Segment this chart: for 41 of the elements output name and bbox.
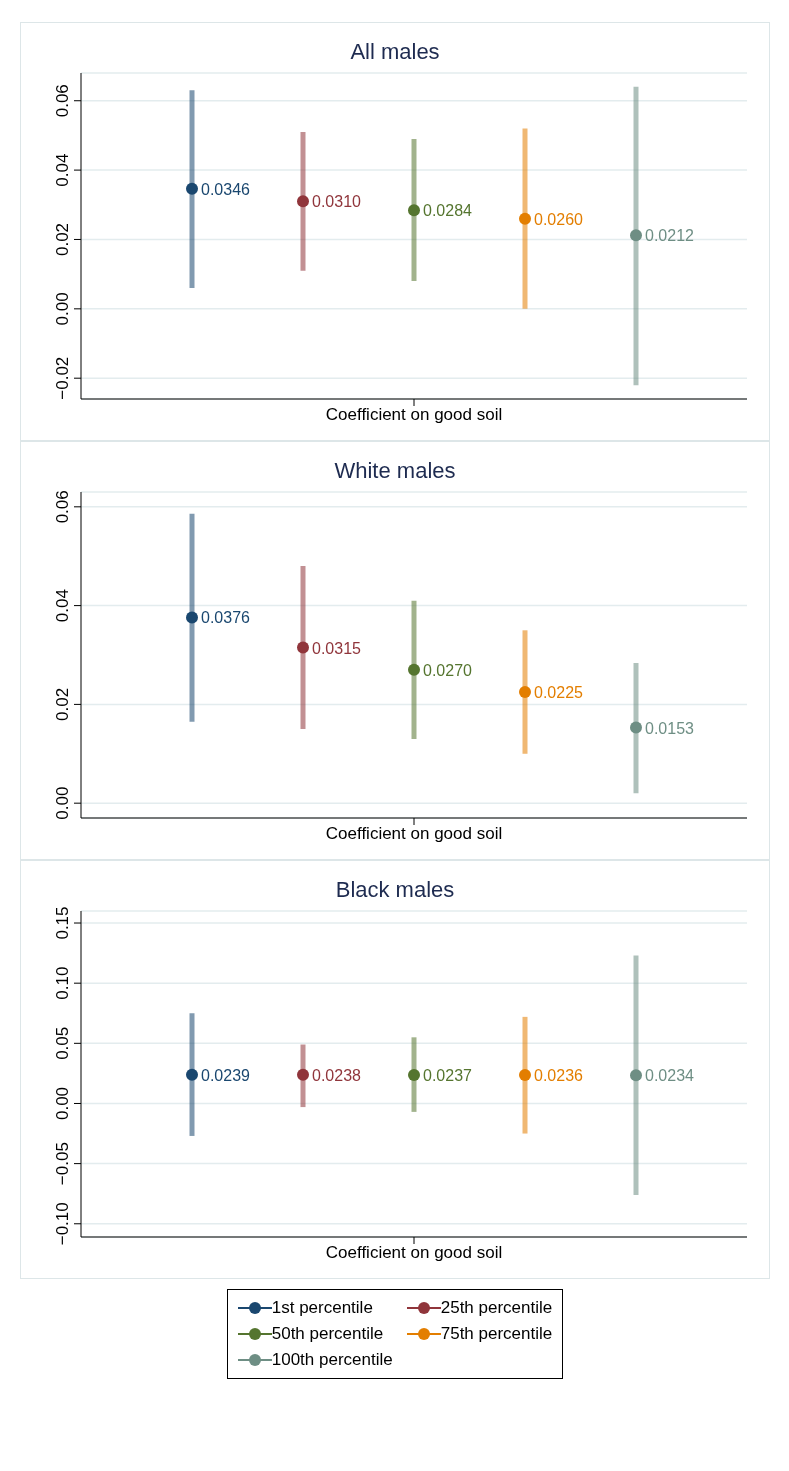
data-label: 0.0225: [534, 684, 584, 702]
data-label: 0.0315: [312, 639, 362, 657]
y-tick-label: 0.15: [53, 906, 72, 940]
data-label: 0.0284: [423, 202, 473, 220]
y-tick-label: −0.02: [53, 356, 72, 400]
data-label: 0.0310: [312, 193, 362, 211]
legend-label: 100th percentile: [271, 1350, 393, 1370]
y-tick-label: 0.06: [53, 84, 72, 118]
legend-label: 75th percentile: [440, 1324, 553, 1344]
y-tick-label: 0.04: [53, 589, 72, 623]
data-label: 0.0346: [201, 180, 251, 198]
data-label: 0.0270: [423, 661, 473, 679]
y-tick-label: −0.05: [53, 1142, 72, 1186]
legend-label: 25th percentile: [440, 1298, 553, 1318]
data-label: 0.0153: [645, 719, 695, 737]
chart-title: Black males: [334, 877, 456, 903]
data-label: 0.0376: [201, 609, 251, 627]
x-tick-label: Coefficient on good soil: [325, 405, 503, 425]
data-label: 0.0236: [534, 1067, 584, 1085]
y-tick-label: 0.00: [53, 292, 72, 326]
x-tick-label: Coefficient on good soil: [325, 1243, 503, 1263]
x-tick-label: Coefficient on good soil: [325, 824, 503, 844]
data-label: 0.0238: [312, 1066, 362, 1084]
chart-title: White males: [333, 458, 457, 484]
chart-title: All males: [349, 39, 441, 65]
y-tick-label: 0.02: [53, 687, 72, 721]
y-tick-label: 0.06: [53, 490, 72, 524]
legend-label: 1st percentile: [271, 1298, 373, 1318]
y-tick-label: 0.00: [53, 786, 72, 820]
data-label: 0.0234: [645, 1067, 695, 1085]
y-tick-label: 0.00: [53, 1086, 72, 1121]
y-tick-label: −0.10: [53, 1202, 72, 1246]
data-label: 0.0237: [423, 1066, 473, 1084]
y-tick-label: 0.02: [53, 222, 72, 257]
y-tick-label: 0.10: [53, 966, 72, 1000]
data-label: 0.0260: [534, 210, 584, 228]
data-label: 0.0239: [201, 1066, 251, 1084]
y-tick-label: 0.04: [53, 153, 72, 187]
legend-label: 50th percentile: [271, 1324, 384, 1344]
data-label: 0.0212: [645, 227, 695, 245]
y-tick-label: 0.05: [53, 1026, 72, 1060]
